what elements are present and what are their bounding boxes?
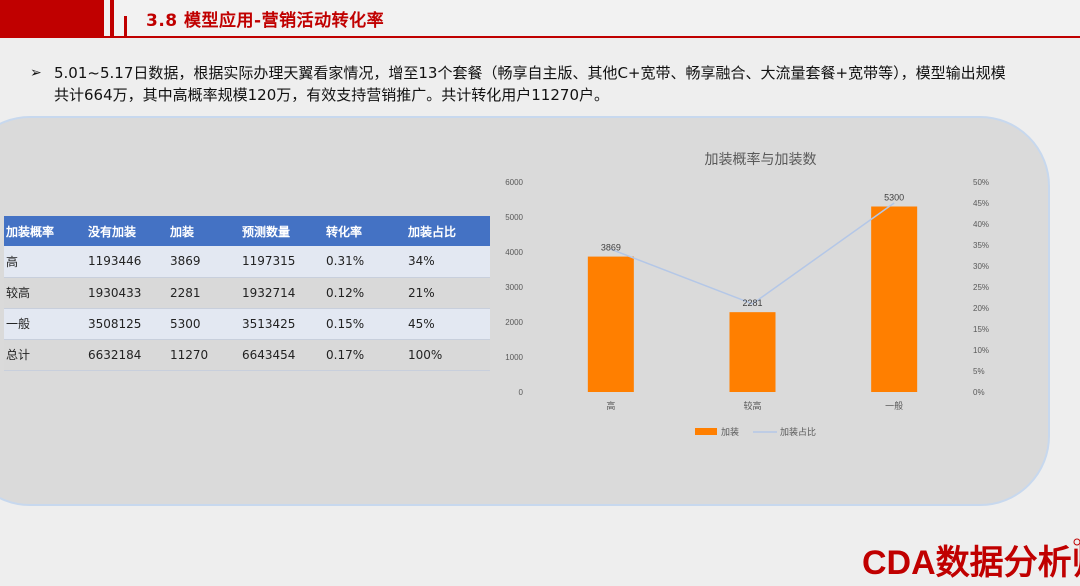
y-left-tick-label: 4000 [505, 248, 523, 257]
x-tick-label: 一般 [885, 400, 903, 411]
bar [871, 206, 918, 392]
table-row: 高 1193446 3869 1197315 0.31% 34% [4, 246, 490, 278]
logo-mark: CDA数据分析师 [862, 544, 1080, 582]
table-cell: 一般 [4, 308, 86, 340]
table-cell: 45% [406, 308, 490, 340]
table-row: 一般 3508125 5300 3513425 0.15% 45% [4, 308, 490, 340]
bar [729, 312, 776, 392]
y-right-tick-label: 20% [973, 304, 989, 313]
bar [587, 256, 634, 392]
header-red-block [0, 0, 104, 36]
table-cell: 2281 [168, 277, 240, 309]
col-header: 转化率 [324, 216, 406, 246]
registered-mark-icon [1073, 538, 1080, 546]
cda-logo: CDA数据分析师 [862, 538, 1080, 582]
table-row: 总计 6632184 11270 6643454 0.17% 100% [4, 339, 490, 371]
table-cell: 21% [406, 277, 490, 309]
table-cell: 总计 [4, 339, 86, 371]
table-cell: 较高 [4, 277, 86, 309]
y-right-tick-label: 35% [973, 241, 989, 250]
x-tick-label: 较高 [743, 400, 761, 411]
slide-title: 3.8 模型应用-营销活动转化率 [146, 11, 385, 31]
table-row: 较高 1930433 2281 1932714 0.12% 21% [4, 277, 490, 309]
y-right-tick-label: 25% [973, 283, 989, 292]
intro-text: 5.01~5.17日数据，根据实际办理天翼看家情况，增至13个套餐（畅享自主版、… [54, 64, 1006, 104]
table-cell: 11270 [168, 339, 240, 371]
legend-entry: 加装 [721, 426, 739, 437]
legend-bar-swatch [695, 428, 717, 435]
col-header: 加装占比 [406, 216, 490, 246]
series-line [610, 202, 895, 305]
table-cell: 3508125 [86, 308, 168, 340]
table-cell: 100% [406, 339, 490, 371]
y-right-tick-label: 40% [973, 220, 989, 229]
table-cell: 高 [4, 246, 86, 278]
header-accent-bar-small [124, 16, 127, 36]
table-cell: 3869 [168, 246, 240, 278]
y-right-tick-label: 0% [973, 388, 985, 397]
table-cell: 0.15% [324, 308, 406, 340]
combo-chart: 加装概率与加装数 0 1000 2000 3000 4000 5000 6000 0% 5% 10%… [505, 151, 989, 437]
slide-header: 3.8 模型应用-营销活动转化率 [0, 0, 1080, 38]
chart-title: 加装概率与加装数 [705, 151, 817, 168]
y-left-tick-label: 5000 [505, 213, 523, 222]
table-cell: 3513425 [240, 308, 324, 340]
y-right-tick-label: 10% [973, 346, 989, 355]
y-left-tick-label: 6000 [505, 178, 523, 187]
y-right-tick-label: 45% [973, 199, 989, 208]
bullet-arrow-icon: ➢ [30, 65, 42, 81]
y-right-tick-label: 15% [973, 325, 989, 334]
col-header: 加装概率 [4, 216, 86, 246]
y-left-tick-label: 2000 [505, 318, 523, 327]
table-cell: 0.17% [324, 339, 406, 371]
y-right-tick-label: 30% [973, 262, 989, 271]
table-cell: 1193446 [86, 246, 168, 278]
y-left-tick-label: 3000 [505, 283, 523, 292]
data-label: 5300 [884, 193, 904, 203]
table-cell: 34% [406, 246, 490, 278]
data-label: 3869 [601, 243, 621, 253]
intro-bullet: ➢ 5.01~5.17日数据，根据实际办理天翼看家情况，增至13个套餐（畅享自主… [30, 62, 1020, 106]
table-header-row: 加装概率 没有加装 加装 预测数量 转化率 加装占比 [4, 216, 490, 246]
table-cell: 1930433 [86, 277, 168, 309]
y-left-tick-label: 0 [519, 388, 524, 397]
table-cell: 1197315 [240, 246, 324, 278]
y-right-tick-label: 50% [973, 178, 989, 187]
y-left-tick-label: 1000 [505, 353, 523, 362]
table-cell: 0.12% [324, 277, 406, 309]
y-right-tick-label: 5% [973, 367, 985, 376]
x-tick-label: 高 [606, 400, 615, 411]
legend-entry: 加装占比 [780, 426, 816, 437]
conversion-table: 加装概率 没有加装 加装 预测数量 转化率 加装占比 高 1193446 386… [4, 216, 490, 371]
table-cell: 6643454 [240, 339, 324, 371]
table-cell: 1932714 [240, 277, 324, 309]
col-header: 加装 [168, 216, 240, 246]
col-header: 没有加装 [86, 216, 168, 246]
table-cell: 6632184 [86, 339, 168, 371]
table-cell: 5300 [168, 308, 240, 340]
col-header: 预测数量 [240, 216, 324, 246]
data-label: 2281 [742, 298, 762, 308]
header-accent-bar [110, 0, 114, 36]
table-cell: 0.31% [324, 246, 406, 278]
